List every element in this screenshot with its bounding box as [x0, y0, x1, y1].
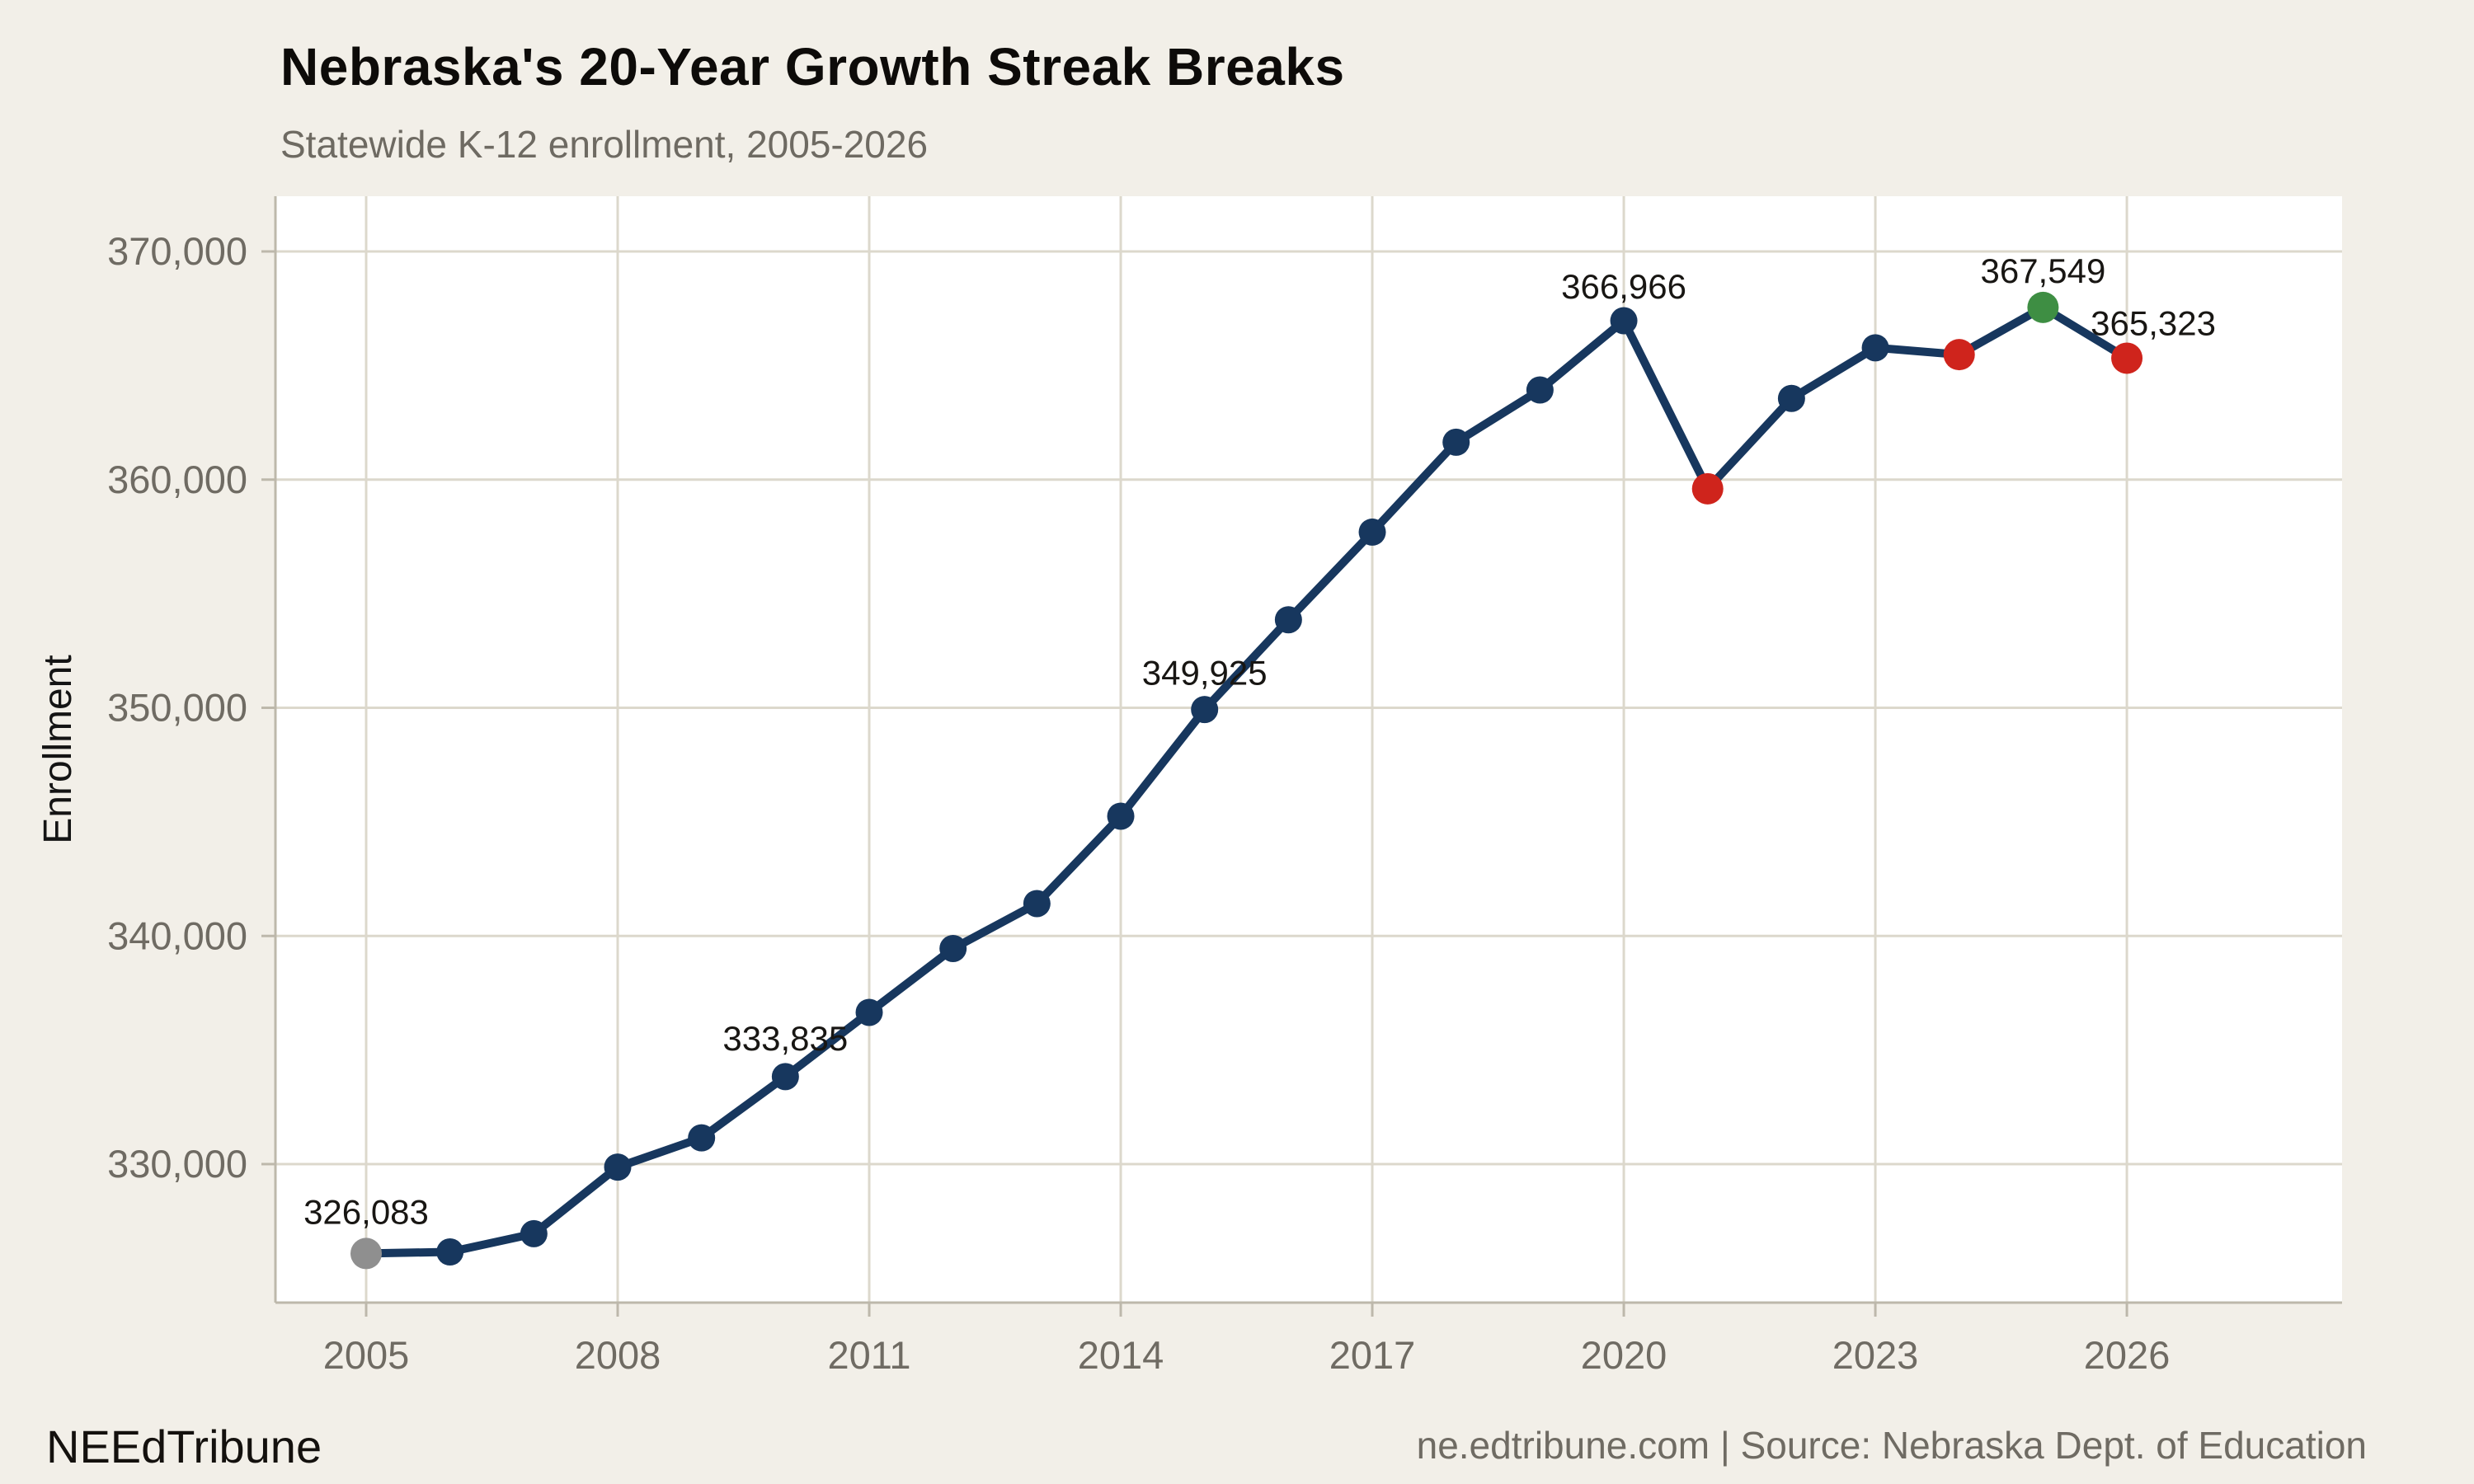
y-axis-title: Enrollment [36, 655, 80, 843]
y-tick-label-340000: 340,000 [107, 913, 247, 957]
x-tick-label-2023: 2023 [1832, 1333, 1919, 1377]
plot-panel [275, 196, 2342, 1303]
data-point-2010 [771, 1063, 799, 1091]
data-point-2009 [688, 1124, 716, 1152]
data-point-2006 [436, 1238, 464, 1266]
data-point-2020 [1610, 307, 1638, 335]
data-point-2007 [520, 1219, 548, 1247]
data-point-2014 [1107, 802, 1135, 830]
data-point-2018 [1442, 428, 1470, 456]
enrollment-trend-line [362, 303, 2132, 1258]
y-tick-label-370000: 370,000 [107, 229, 247, 273]
x-tick-label-2005: 2005 [323, 1333, 410, 1377]
data-point-2017 [1358, 518, 1386, 546]
data-point-2022 [1777, 384, 1805, 412]
data-point-2019 [1526, 376, 1554, 404]
chart-title: Nebraska's 20-Year Growth Streak Breaks [280, 37, 1345, 96]
data-point-2005 [350, 1237, 382, 1270]
x-tick-label-2026: 2026 [2084, 1333, 2171, 1377]
data-point-2008 [604, 1153, 632, 1181]
annotation-2015: 349,925 [1142, 654, 1268, 693]
publisher-logo-text: NEEdTribune [46, 1421, 322, 1472]
source-attribution: ne.edtribune.com | Source: Nebraska Dept… [1416, 1424, 2367, 1467]
x-tick-label-2014: 2014 [1078, 1333, 1164, 1377]
data-point-2015 [1191, 696, 1219, 724]
data-point-2023 [1861, 334, 1889, 362]
x-tick-label-2011: 2011 [827, 1333, 910, 1377]
chart-subtitle: Statewide K-12 enrollment, 2005-2026 [280, 123, 929, 166]
data-point-2021 [1691, 472, 1724, 505]
annotation-2020: 366,966 [1561, 267, 1686, 306]
x-tick-label-2008: 2008 [575, 1333, 661, 1377]
data-point-2011 [855, 998, 883, 1026]
data-point-2024 [1943, 339, 1975, 371]
x-tick-label-2017: 2017 [1329, 1333, 1416, 1377]
annotation-2005: 326,083 [303, 1192, 429, 1231]
data-point-2026 [2111, 342, 2143, 374]
x-tick-label-2020: 2020 [1581, 1333, 1667, 1377]
y-tick-label-350000: 350,000 [107, 686, 247, 730]
annotation-2025: 367,549 [1980, 251, 2105, 290]
y-tick-label-330000: 330,000 [107, 1142, 247, 1186]
data-point-2012 [939, 934, 967, 962]
data-point-2013 [1023, 890, 1051, 918]
annotation-2010: 333,835 [722, 1019, 848, 1058]
y-tick-label-360000: 360,000 [107, 458, 247, 501]
data-point-2025 [2027, 291, 2059, 323]
annotation-2026: 365,323 [2091, 303, 2216, 342]
data-point-2016 [1274, 606, 1302, 634]
